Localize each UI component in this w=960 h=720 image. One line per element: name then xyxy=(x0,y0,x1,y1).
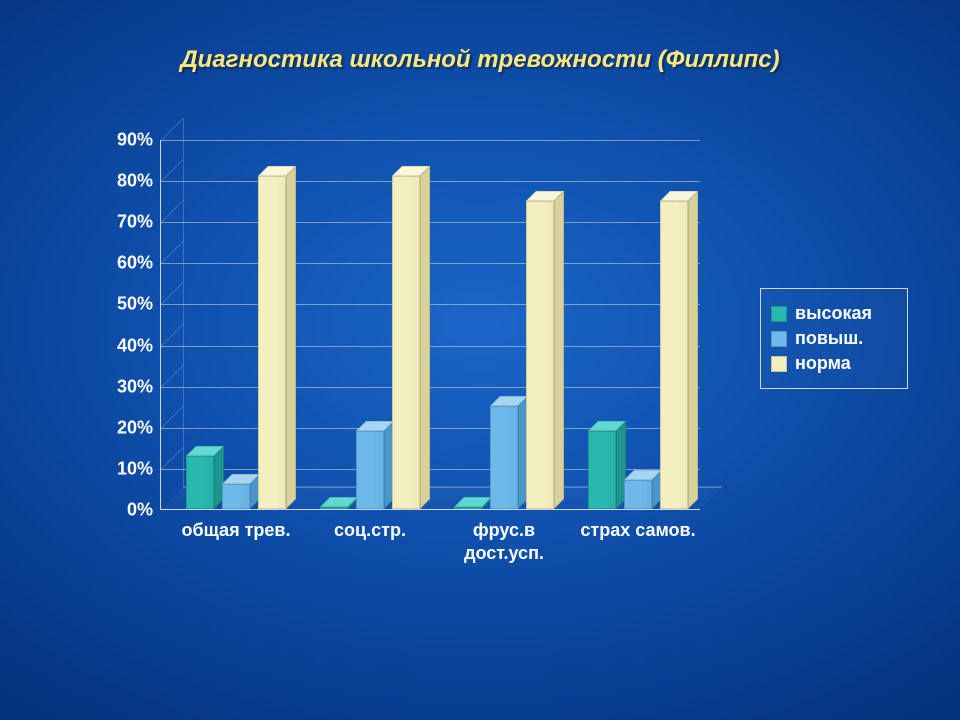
gridline xyxy=(161,181,700,182)
gridline xyxy=(161,304,700,305)
legend-swatch xyxy=(771,306,787,322)
legend-item-norm: норма xyxy=(771,353,897,374)
bar-norm xyxy=(392,176,420,509)
legend-item-raised: повыш. xyxy=(771,328,897,349)
legend-swatch xyxy=(771,356,787,372)
legend-label: норма xyxy=(795,353,851,374)
y-tick-label: 40% xyxy=(117,335,153,356)
bar-norm xyxy=(526,201,554,509)
y-tick-label: 20% xyxy=(117,417,153,438)
legend-item-high: высокая xyxy=(771,303,897,324)
legend-swatch xyxy=(771,331,787,347)
y-tick-label: 80% xyxy=(117,171,153,192)
legend-label: повыш. xyxy=(795,328,863,349)
bar-high xyxy=(320,507,348,509)
x-category-label: фрус.в дост.усп. xyxy=(444,519,564,564)
gridline xyxy=(161,263,700,264)
y-tick-label: 60% xyxy=(117,253,153,274)
gridline xyxy=(161,387,700,388)
legend-label: высокая xyxy=(795,303,872,324)
anxiety-chart: 0% 10% 20% 30% 40% 50% 60% 70% 80% 90% общая трев.… xyxy=(90,130,730,600)
bar-norm xyxy=(660,201,688,509)
bar-high xyxy=(186,456,214,509)
gridline xyxy=(161,140,700,141)
bar-raised xyxy=(624,480,652,509)
gridline xyxy=(161,222,700,223)
plot-area: 0%10%20%30%40%50%60%70%80%90%общая трев.… xyxy=(160,140,700,510)
bar-raised xyxy=(222,484,250,509)
bar-raised xyxy=(490,406,518,509)
bar-high xyxy=(454,507,482,509)
y-tick-label: 90% xyxy=(117,130,153,151)
y-tick-label: 0% xyxy=(127,500,153,521)
chart-title: Диагностика школьной тревожности (Филлип… xyxy=(0,46,960,74)
x-category-label: соц.стр. xyxy=(310,519,430,542)
x-category-label: страх самов. xyxy=(578,519,698,542)
y-tick-label: 30% xyxy=(117,376,153,397)
bar-norm xyxy=(258,176,286,509)
bar-high xyxy=(588,431,616,509)
bar-raised xyxy=(356,431,384,509)
y-tick-label: 50% xyxy=(117,294,153,315)
gridline xyxy=(161,346,700,347)
x-category-label: общая трев. xyxy=(176,519,296,542)
y-tick-label: 70% xyxy=(117,212,153,233)
legend: высокая повыш. норма xyxy=(760,288,908,389)
y-tick-label: 10% xyxy=(117,458,153,479)
